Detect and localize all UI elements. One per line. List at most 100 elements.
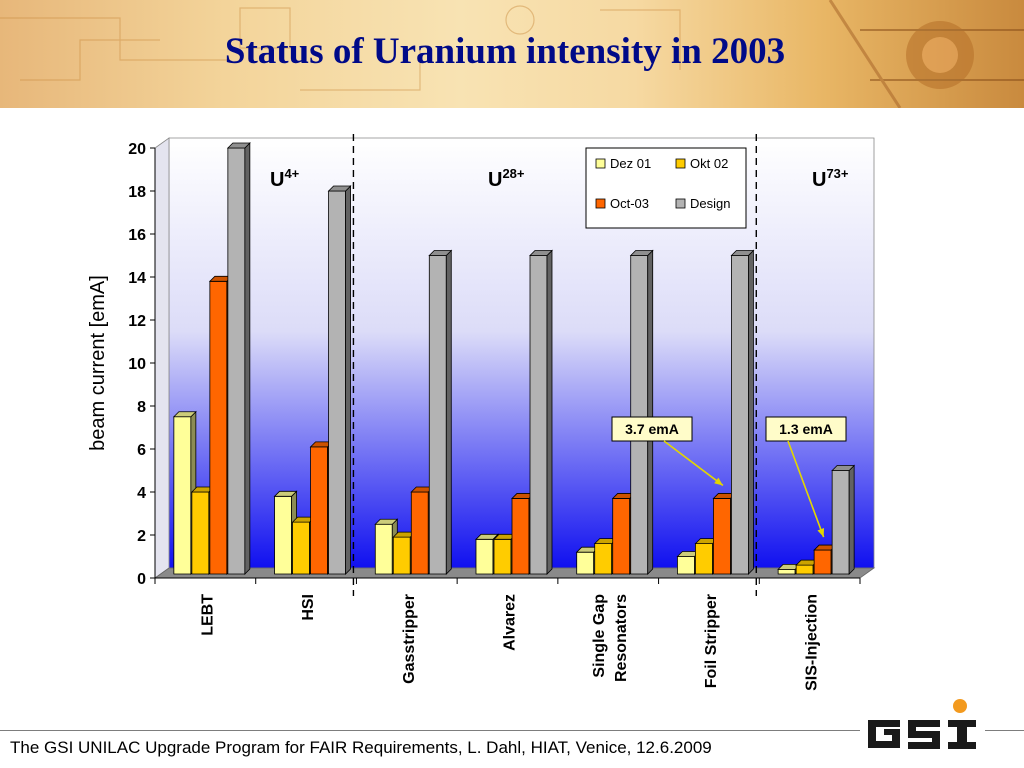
bar-front: [428, 255, 447, 575]
legend-label: Okt 02: [690, 156, 728, 171]
y-tick-label: 0: [137, 571, 146, 588]
bar-front: [328, 190, 346, 575]
bar-front: [831, 470, 850, 575]
bar-front: [493, 538, 512, 575]
bar-front: [173, 416, 192, 575]
bar-chart: 0 2 4 6 8 10 12 14 16 18 20 beam current [emA] LEBT H…: [87, 134, 876, 691]
y-tick-label: 12: [128, 313, 146, 330]
x-tick-label: Single Gap: [591, 594, 608, 678]
legend-swatch: [595, 198, 606, 209]
annotation-arrow-line: [663, 440, 724, 487]
bar-top: [730, 250, 755, 256]
bar-front: [731, 255, 749, 575]
bar-top: [428, 250, 453, 256]
x-tick-label: Gasstripper: [401, 594, 418, 684]
bar-side: [345, 185, 351, 575]
y-axis-label: beam current [emA]: [87, 275, 109, 451]
banner-decoration: [0, 0, 1024, 108]
bar-front: [529, 255, 548, 575]
bar: [629, 249, 654, 575]
y-tick-label: 8: [137, 399, 146, 416]
bar-top: [226, 142, 251, 149]
section-label: U28+: [488, 166, 525, 191]
y-tick-label: 16: [128, 227, 146, 244]
bar-side: [445, 249, 452, 575]
bar: [831, 464, 856, 575]
section-label: U73+: [812, 166, 849, 191]
logo-dot: [953, 699, 967, 713]
bar-top: [831, 465, 856, 471]
y-tick-label: 10: [128, 356, 146, 373]
bar-front: [191, 491, 210, 575]
bar-front: [695, 543, 713, 575]
x-tick-label: SIS-Injection: [804, 594, 821, 691]
x-tick-label: LEBT: [199, 594, 216, 636]
bar-front: [292, 521, 310, 575]
bar: [529, 249, 553, 575]
y-tick-label: 20: [128, 141, 146, 158]
annotation-box: [611, 416, 693, 442]
x-tick-label: HSI: [300, 594, 317, 621]
legend: Dez 01 Okt 02 Oct-03 Design: [585, 147, 747, 229]
bar-top: [273, 490, 298, 497]
bar: [226, 142, 251, 575]
annotation-box: [765, 416, 847, 442]
legend-label: Dez 01: [610, 156, 651, 171]
annotation-arrow-line: [787, 440, 825, 538]
legend-label: Design: [690, 196, 730, 211]
bar-front: [612, 498, 631, 575]
bar-front: [475, 538, 494, 575]
bar-front: [511, 498, 530, 575]
bar: [730, 249, 755, 575]
bar-side: [546, 249, 553, 575]
plot-side-wall: [154, 137, 170, 579]
bar-front: [227, 147, 246, 575]
bar-front: [310, 446, 328, 575]
bar-top: [327, 185, 352, 192]
footer-divider: [0, 730, 860, 731]
bar-front: [713, 498, 731, 575]
bar-front: [576, 551, 595, 575]
bar-front: [795, 564, 814, 575]
bar-side: [848, 464, 855, 575]
bar-front: [209, 280, 228, 575]
y-tick-label: 14: [128, 270, 146, 287]
x-tick-label: Resonators: [613, 594, 630, 682]
footer-text: The GSI UNILAC Upgrade Program for FAIR …: [10, 738, 712, 757]
logo-letters: [868, 720, 976, 749]
slide-title: Status of Uranium intensity in 2003: [224, 31, 786, 72]
bar: [428, 249, 453, 575]
bar-front: [813, 549, 832, 575]
bar-top: [629, 250, 654, 256]
annotation-label: 3.7 emA: [625, 421, 679, 437]
footer-divider-right: [985, 730, 1024, 731]
annotation-arrow-head: [817, 528, 825, 538]
bar-front: [410, 491, 429, 575]
y-tick-label: 4: [137, 485, 146, 502]
section-label: U4+: [270, 166, 300, 191]
bar-side: [244, 142, 251, 575]
bar-top: [374, 518, 399, 525]
bar-front: [274, 495, 292, 575]
legend-swatch: [595, 158, 606, 169]
bar-side: [748, 249, 754, 575]
bar-top: [529, 250, 553, 256]
x-tick-label: Foil Stripper: [703, 594, 720, 688]
bar-front: [630, 255, 649, 575]
y-tick-label: 6: [137, 442, 146, 459]
annotation: 1.3 emA: [765, 416, 847, 538]
bar-front: [374, 523, 393, 575]
bar: [327, 185, 352, 575]
x-tick-label: Alvarez: [502, 594, 519, 651]
legend-swatch: [675, 158, 686, 169]
y-tick-label: 2: [137, 528, 146, 545]
y-tick-label: 18: [128, 184, 146, 201]
bar-front: [594, 543, 613, 575]
bar-side: [647, 249, 654, 575]
title-banner: Status of Uranium intensity in 2003: [0, 0, 1024, 108]
gsi-logo: [868, 699, 976, 749]
legend-swatch: [675, 198, 686, 209]
bar-front: [677, 556, 695, 575]
bar-top: [475, 533, 499, 540]
bar-front: [392, 536, 411, 575]
